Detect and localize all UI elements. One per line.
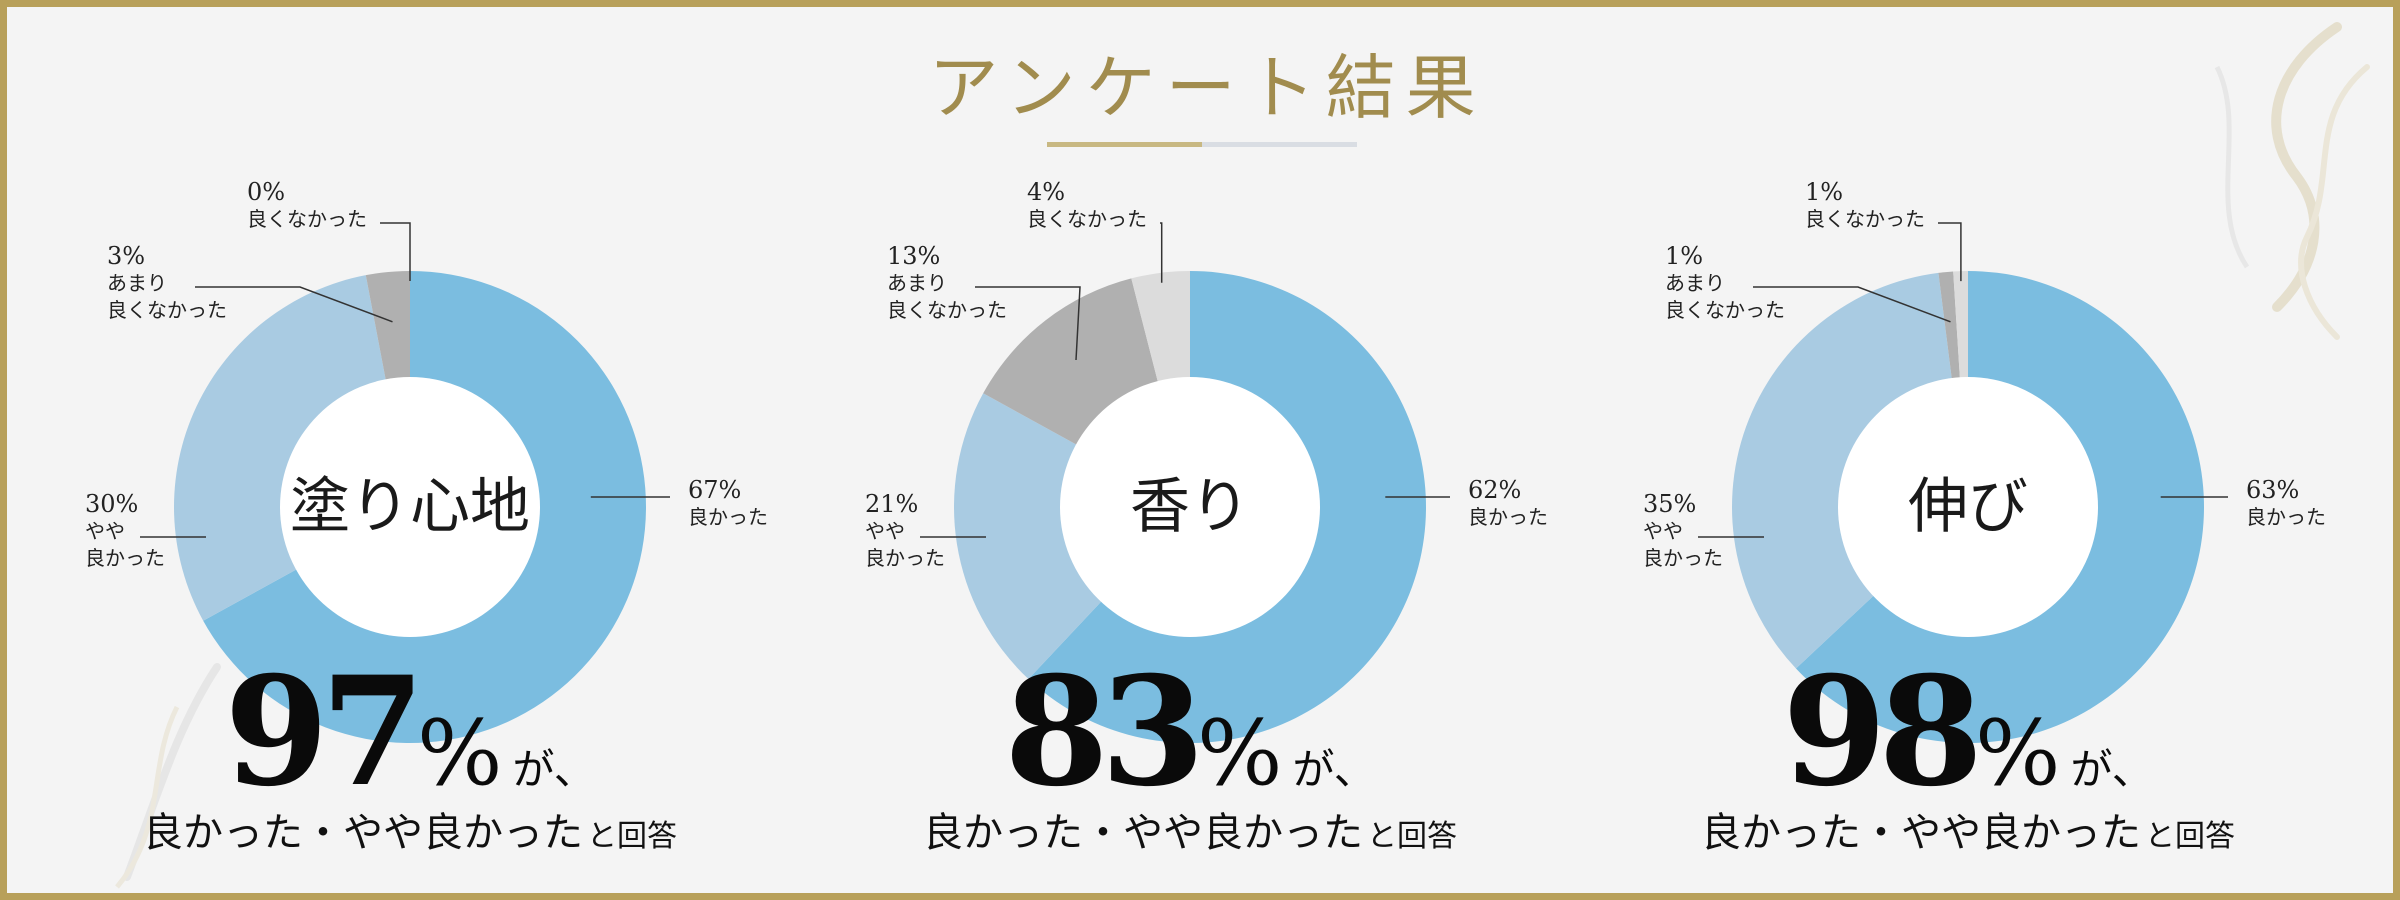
slice-label-somewhat-good: 35% やや 良かった <box>1643 491 1723 572</box>
summary-value: 83 <box>1004 644 1205 820</box>
slice-label-somewhat-bad: 13% あまり 良くなかった <box>887 243 1007 324</box>
slice-percent: 3% <box>107 242 146 270</box>
slice-percent: 67% <box>688 476 742 504</box>
donut-center-label: 香り <box>1130 472 1250 542</box>
donut-hole <box>280 377 540 637</box>
slice-category: 良くなかった <box>1805 207 1925 231</box>
summary-sentence: 良かった・やや良かった と回答 <box>790 813 1590 853</box>
slice-percent: 63% <box>2246 476 2300 504</box>
summary-text: 良かった・やや良かった <box>923 810 1363 856</box>
donut-center-label: 伸び <box>1908 472 2028 542</box>
flourish-stroke <box>2298 64 2370 340</box>
slice-label-somewhat-good: 21% やや 良かった <box>865 491 945 572</box>
slice-percent: 1% <box>1805 178 1844 206</box>
summary-headline: 97% が、 <box>10 657 810 807</box>
chart-canvas <box>115 22 2370 889</box>
slice-category: 良かった <box>688 505 768 529</box>
slice-percent: 13% <box>887 242 941 270</box>
summary-tail: と回答 <box>1367 819 1457 854</box>
slice-label-somewhat-bad: 1% あまり 良くなかった <box>1665 243 1785 324</box>
slice-label-somewhat-good: 30% やや 良かった <box>85 491 165 572</box>
summary-tail: と回答 <box>587 819 677 854</box>
summary-suffix: が、 <box>1292 745 1376 794</box>
donut-chart <box>920 222 1450 744</box>
slice-category: あまり 良くなかった <box>1665 271 1785 322</box>
slice-label-bad: 1% 良くなかった <box>1805 179 1925 233</box>
summary-tail: と回答 <box>2145 819 2235 854</box>
summary-suffix: が、 <box>512 745 596 794</box>
page-title: アンケート結果 <box>928 47 1486 129</box>
leader-line <box>1938 222 1962 282</box>
summary-suffix: が、 <box>2070 745 2154 794</box>
leader-line <box>1753 286 1951 323</box>
summary-unit: % <box>1197 701 1283 806</box>
summary-headline: 98% が、 <box>1568 657 2368 807</box>
slice-percent: 0% <box>247 178 286 206</box>
slice-category: あまり 良くなかった <box>107 271 227 322</box>
slice-category: 良かった <box>1468 505 1548 529</box>
title-underline-accent <box>1047 142 1202 147</box>
slice-category: やや 良かった <box>85 519 165 570</box>
flourish-stroke <box>2271 22 2342 312</box>
flourish-stroke <box>115 705 180 889</box>
slice-category: やや 良かった <box>865 519 945 570</box>
slice-category: やや 良かった <box>1643 519 1723 570</box>
slice-label-good: 62% 良かった <box>1468 477 1548 531</box>
leader-line <box>975 286 1081 361</box>
leader-line <box>380 222 411 281</box>
donut-chart <box>140 222 670 743</box>
donut-chart <box>1698 222 2228 744</box>
leader-line <box>1160 222 1163 283</box>
slice-percent: 30% <box>85 490 139 518</box>
slice-percent: 4% <box>1027 178 1066 206</box>
summary-headline: 83% が、 <box>790 657 1590 807</box>
slice-category: 良くなかった <box>1027 207 1147 231</box>
slice-percent: 21% <box>865 490 919 518</box>
summary-unit: % <box>1975 701 2061 806</box>
summary-value: 98 <box>1782 644 1983 820</box>
summary-sentence: 良かった・やや良かった と回答 <box>1568 813 2368 853</box>
flourish-stroke <box>2214 65 2250 269</box>
summary-unit: % <box>417 701 503 806</box>
slice-category: 良くなかった <box>247 207 367 231</box>
slice-label-good: 67% 良かった <box>688 477 768 531</box>
donut-hole <box>1060 377 1320 637</box>
summary-value: 97 <box>224 644 425 820</box>
slice-percent: 62% <box>1468 476 1522 504</box>
leader-line <box>195 286 393 323</box>
title-underline-rest <box>1202 142 1357 147</box>
slice-percent: 35% <box>1643 490 1697 518</box>
slice-percent: 1% <box>1665 242 1704 270</box>
flourish-stroke <box>123 663 221 881</box>
slice-label-bad: 0% 良くなかった <box>247 179 367 233</box>
slice-category: あまり 良くなかった <box>887 271 1007 322</box>
slice-label-somewhat-bad: 3% あまり 良くなかった <box>107 243 227 324</box>
summary-sentence: 良かった・やや良かった と回答 <box>10 813 810 853</box>
slice-category: 良かった <box>2246 505 2326 529</box>
slice-label-good: 63% 良かった <box>2246 477 2326 531</box>
donut-hole <box>1838 377 2098 637</box>
summary-text: 良かった・やや良かった <box>1701 810 2141 856</box>
donut-center-label: 塗り心地 <box>290 472 530 542</box>
slice-label-bad: 4% 良くなかった <box>1027 179 1147 233</box>
decorative-flourish <box>115 22 2370 889</box>
summary-text: 良かった・やや良かった <box>143 810 583 856</box>
